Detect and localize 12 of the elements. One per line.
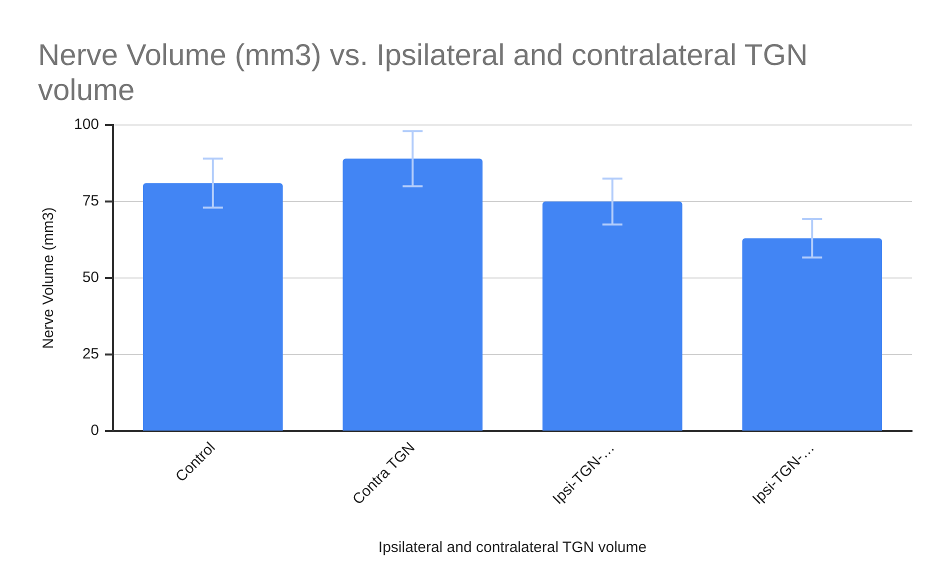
y-tick-label: 0 (90, 422, 100, 440)
bar (142, 183, 283, 431)
bar (342, 158, 483, 431)
x-axis-title: Ipsilateral and contralateral TGN volume (378, 539, 647, 556)
bar (542, 202, 682, 431)
y-axis-title: Nerve Volume (mm3) (40, 207, 58, 349)
y-tick-label: 25 (82, 346, 100, 363)
chart-title: Nerve Volume (mm3) vs. Ipsilateral and contralateral TGN volume (38, 38, 809, 108)
bar (742, 238, 882, 431)
y-tick-label: 100 (74, 116, 100, 134)
y-tick-label: 50 (82, 269, 100, 286)
y-tick-label: 75 (82, 192, 100, 210)
